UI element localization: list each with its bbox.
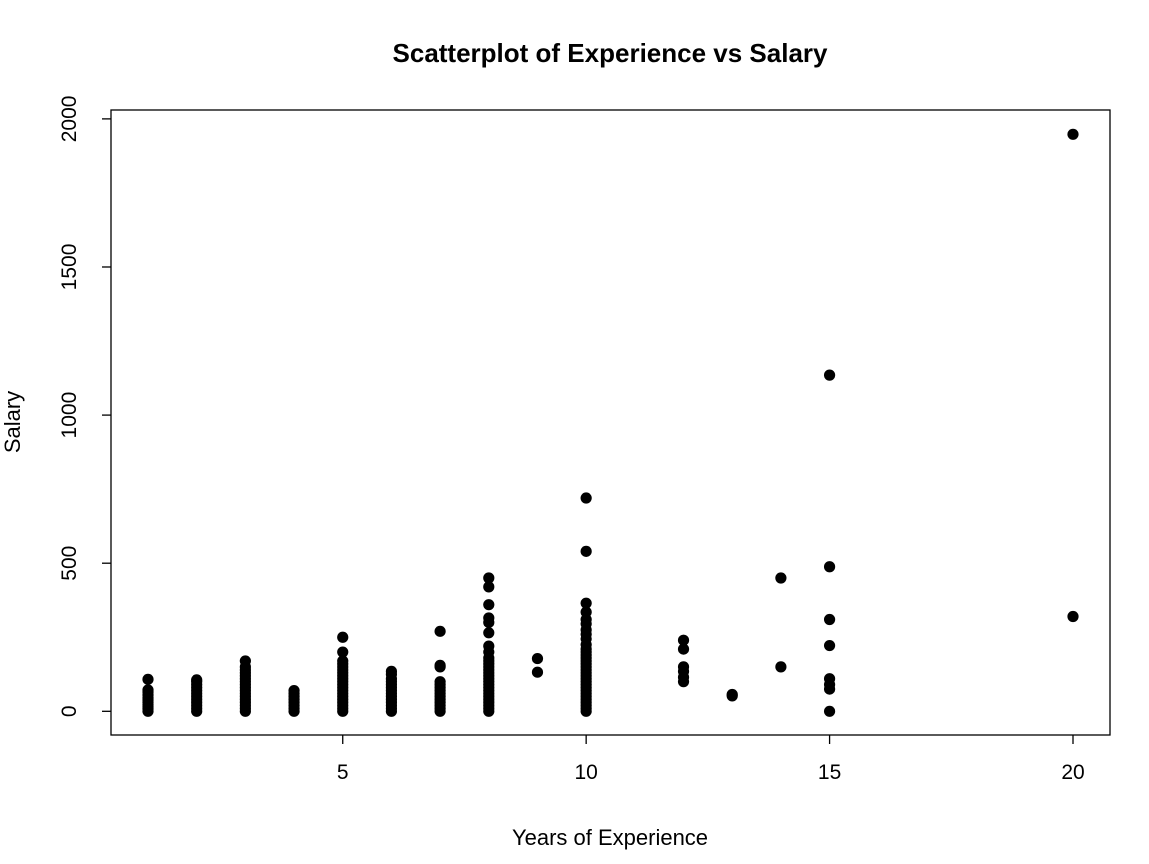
- data-point: [823, 613, 836, 626]
- data-point: [142, 684, 154, 696]
- x-axis: 5 10 15 20: [337, 735, 1085, 784]
- data-point: [677, 661, 690, 673]
- data-point: [483, 612, 495, 624]
- data-point: [434, 659, 446, 671]
- data-point: [337, 631, 349, 643]
- data-point: [142, 673, 154, 685]
- data-point: [385, 665, 398, 677]
- x-tick-label: 10: [574, 761, 597, 784]
- y-axis-label: Salary: [0, 391, 25, 453]
- y-tick-label: 2000: [58, 96, 81, 143]
- data-point: [337, 655, 349, 667]
- data-point: [823, 705, 836, 717]
- x-tick-label: 15: [818, 761, 841, 784]
- data-point: [677, 634, 690, 646]
- data-point: [580, 545, 592, 557]
- data-point: [1067, 128, 1079, 140]
- data-point: [823, 561, 836, 573]
- x-tick-label: 20: [1061, 761, 1084, 784]
- data-point: [580, 606, 592, 618]
- data-point: [483, 581, 495, 593]
- data-point: [775, 661, 787, 673]
- chart-title: Scatterplot of Experience vs Salary: [393, 38, 829, 68]
- y-tick-label: 1000: [58, 392, 81, 439]
- y-axis: 0 500 1000 1500 2000: [58, 96, 111, 717]
- data-point: [483, 572, 495, 584]
- data-point: [823, 639, 836, 652]
- data-point: [239, 655, 251, 667]
- data-point: [580, 597, 592, 609]
- y-tick-label: 1500: [58, 244, 81, 291]
- data-point: [483, 627, 495, 639]
- x-tick-label: 5: [337, 761, 349, 784]
- data-point: [288, 684, 300, 697]
- y-tick-label: 500: [58, 546, 81, 581]
- data-points: [142, 128, 1079, 717]
- data-point: [483, 640, 495, 652]
- data-point: [434, 625, 446, 637]
- plot-frame: [110, 109, 1111, 736]
- data-point: [531, 666, 544, 678]
- data-point: [191, 674, 203, 686]
- data-point: [434, 676, 446, 688]
- y-tick-label: 0: [58, 705, 81, 717]
- data-point: [775, 572, 787, 584]
- x-axis-label: Years of Experience: [512, 825, 708, 850]
- data-point: [483, 599, 495, 611]
- data-point: [531, 652, 544, 665]
- data-point: [823, 673, 836, 685]
- data-point: [337, 646, 349, 658]
- data-point: [726, 688, 738, 701]
- data-point: [823, 369, 836, 381]
- data-point: [1067, 610, 1079, 623]
- data-point: [580, 492, 592, 504]
- data-point: [677, 643, 690, 655]
